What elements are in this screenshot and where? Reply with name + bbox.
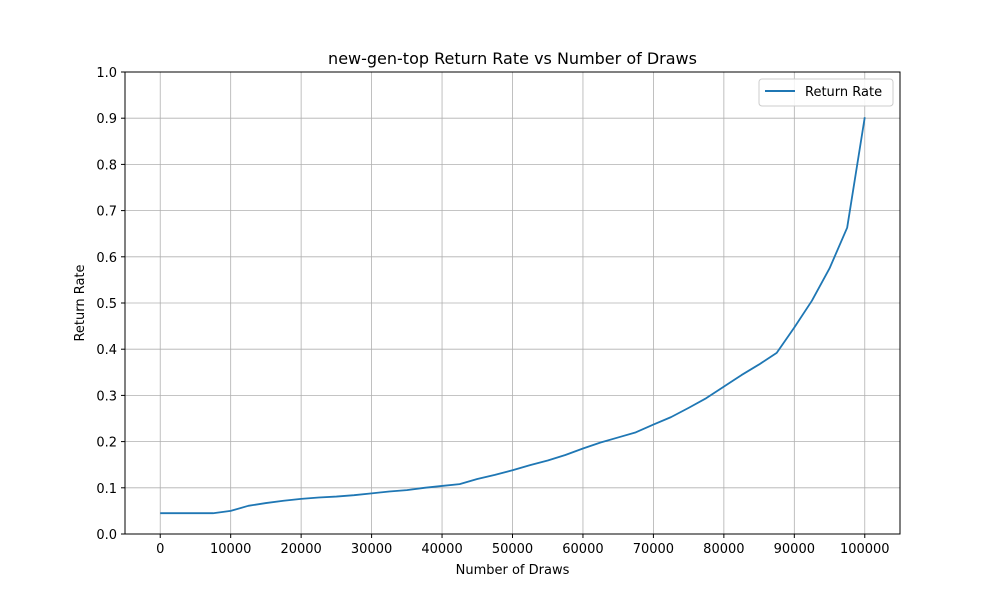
series-layer: [160, 117, 866, 515]
y-tick-label: 0.2: [96, 436, 117, 451]
y-tick-label: 0.8: [96, 158, 117, 173]
legend-entry-return-rate: Return Rate: [805, 85, 882, 100]
y-axis-label: Return Rate: [73, 264, 88, 341]
x-tick-label: 60000: [562, 542, 603, 557]
y-tick-label: 0.9: [96, 112, 117, 127]
x-axis-ticks: 0 10000 20000 30000 40000 50000 60000 70000 8000…: [156, 534, 890, 557]
y-tick-label: 0.5: [96, 297, 117, 312]
y-tick-label: 0.4: [96, 343, 117, 358]
y-tick-label: 0.0: [96, 528, 117, 543]
y-tick-label: 0.6: [96, 251, 117, 266]
series-line-return-rate: [160, 117, 866, 515]
y-tick-label: 0.1: [96, 482, 117, 497]
x-axis-label: Number of Draws: [456, 563, 570, 578]
x-tick-label: 90000: [774, 542, 815, 557]
x-tick-label: 10000: [210, 542, 251, 557]
x-tick-label: 100000: [840, 542, 890, 557]
x-tick-label: 20000: [280, 542, 321, 557]
chart-title: new-gen-top Return Rate vs Number of Dra…: [328, 49, 697, 68]
x-tick-label: 30000: [351, 542, 392, 557]
x-tick-label: 0: [156, 542, 164, 557]
y-axis-ticks: 0.0 0.1 0.2 0.3 0.4 0.5 0.6 0.7 0.8 0.9 1.0: [96, 66, 125, 543]
y-tick-label: 1.0: [96, 66, 117, 81]
legend: Return Rate: [758, 78, 894, 107]
x-tick-label: 70000: [633, 542, 674, 557]
legend-box: [758, 78, 894, 107]
x-tick-label: 80000: [703, 542, 744, 557]
x-tick-label: 50000: [492, 542, 533, 557]
y-tick-label: 0.3: [96, 389, 117, 404]
x-tick-label: 40000: [421, 542, 462, 557]
y-tick-label: 0.7: [96, 205, 117, 220]
